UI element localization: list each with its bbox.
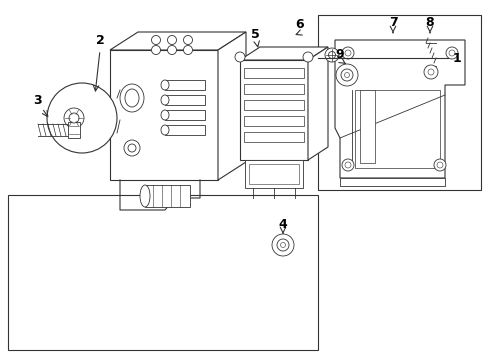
Circle shape [345, 50, 350, 56]
Bar [244, 100, 304, 110]
Bar [164, 95, 204, 105]
Circle shape [69, 113, 79, 123]
Bar [164, 110, 204, 120]
Ellipse shape [161, 125, 169, 135]
Ellipse shape [161, 110, 169, 120]
Circle shape [325, 48, 338, 62]
Text: 9: 9 [335, 49, 344, 62]
Bar [110, 50, 218, 180]
Bar [248, 164, 298, 184]
Circle shape [345, 162, 350, 168]
Circle shape [341, 47, 353, 59]
Bar [68, 122, 80, 138]
Ellipse shape [161, 80, 169, 90]
Bar [145, 185, 190, 207]
Ellipse shape [161, 95, 169, 105]
Bar [244, 116, 304, 126]
Ellipse shape [140, 185, 150, 207]
Circle shape [433, 159, 445, 171]
Bar [240, 60, 307, 160]
Circle shape [445, 47, 457, 59]
Circle shape [64, 108, 84, 128]
Text: 1: 1 [452, 51, 461, 64]
Ellipse shape [125, 89, 139, 107]
Circle shape [128, 144, 136, 152]
Circle shape [328, 51, 335, 58]
Polygon shape [334, 40, 464, 178]
Circle shape [276, 239, 288, 251]
Bar [339, 178, 444, 186]
Polygon shape [218, 32, 245, 180]
Bar [244, 84, 304, 94]
Text: 6: 6 [295, 18, 304, 31]
Text: 4: 4 [278, 219, 287, 231]
Bar [359, 90, 374, 163]
Circle shape [151, 36, 160, 45]
Circle shape [344, 72, 349, 77]
Bar [244, 132, 304, 142]
Circle shape [167, 45, 176, 54]
Polygon shape [354, 90, 439, 168]
Circle shape [124, 140, 140, 156]
Circle shape [271, 234, 293, 256]
Bar [317, 15, 480, 190]
Polygon shape [240, 47, 327, 60]
Circle shape [340, 69, 352, 81]
Circle shape [167, 36, 176, 45]
Circle shape [341, 159, 353, 171]
Polygon shape [110, 32, 245, 50]
Text: 2: 2 [96, 33, 104, 46]
Circle shape [235, 52, 244, 62]
Bar [164, 125, 204, 135]
Ellipse shape [120, 84, 143, 112]
Bar [164, 80, 204, 90]
Text: 5: 5 [250, 28, 259, 41]
Bar [244, 68, 304, 78]
Circle shape [183, 45, 192, 54]
Text: 3: 3 [34, 94, 42, 107]
Bar [244, 160, 303, 188]
Circle shape [423, 65, 437, 79]
Circle shape [436, 162, 442, 168]
Circle shape [427, 69, 433, 75]
Circle shape [151, 45, 160, 54]
Circle shape [303, 52, 312, 62]
Bar [8, 195, 317, 350]
Circle shape [335, 64, 357, 86]
Polygon shape [307, 47, 327, 160]
Circle shape [47, 83, 117, 153]
Text: 8: 8 [425, 15, 433, 28]
Circle shape [280, 243, 285, 248]
Text: 7: 7 [388, 15, 397, 28]
Circle shape [183, 36, 192, 45]
Circle shape [448, 50, 454, 56]
